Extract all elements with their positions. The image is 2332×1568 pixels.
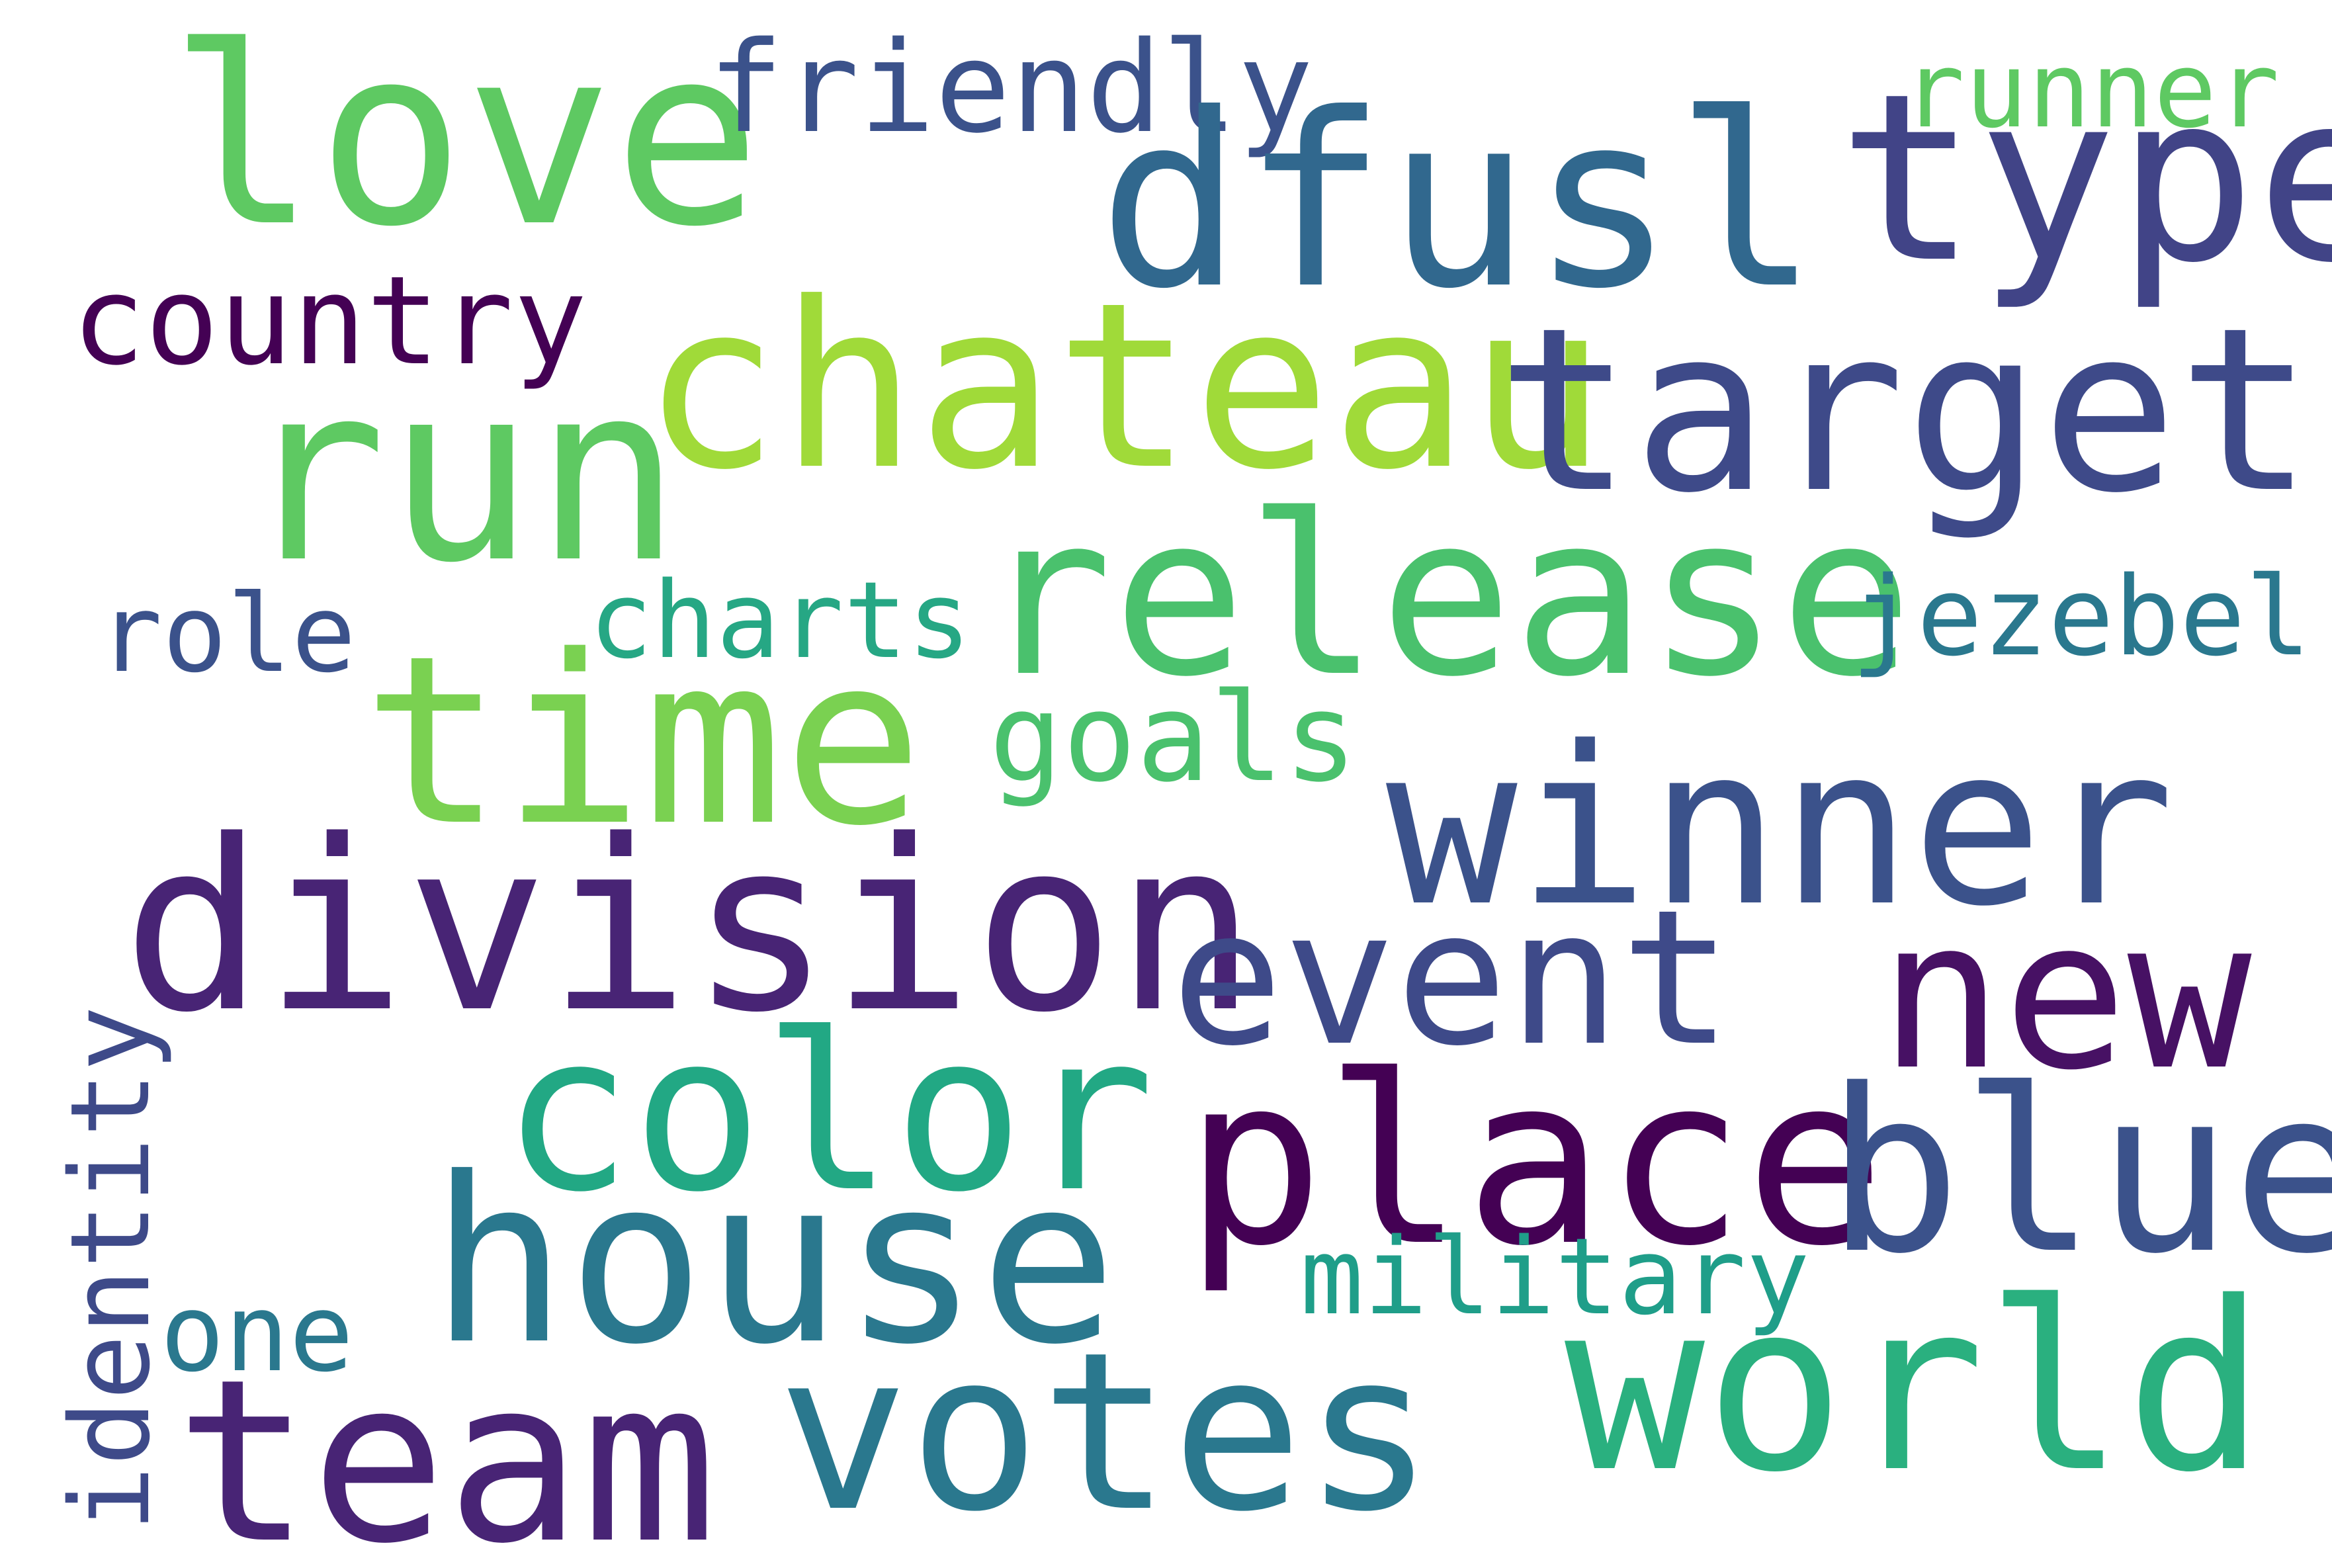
word-color: color bbox=[501, 988, 1155, 1240]
word-place: place bbox=[1184, 1026, 1885, 1297]
word-team: team bbox=[175, 1331, 717, 1568]
word-dfusl: dfusl bbox=[1098, 63, 1819, 341]
word-runner: runner bbox=[1902, 30, 2280, 152]
word-house: house bbox=[430, 1129, 1117, 1395]
word-friendly: friendly bbox=[708, 15, 1314, 161]
word-goals: goals bbox=[989, 666, 1358, 809]
word-target: target bbox=[1496, 279, 2314, 543]
word-one: one bbox=[160, 1272, 354, 1396]
word-time: time bbox=[363, 606, 924, 877]
word-votes: votes bbox=[777, 1305, 1435, 1559]
word-role: role bbox=[98, 572, 357, 697]
word-love: love bbox=[169, 0, 761, 281]
word-charts: charts bbox=[589, 558, 971, 682]
word-new: new bbox=[1879, 875, 2252, 1115]
word-event: event bbox=[1171, 869, 1733, 1087]
word-release: release bbox=[979, 468, 1913, 726]
word-division: division bbox=[122, 790, 1257, 1064]
word-winner: winner bbox=[1386, 700, 2175, 954]
word-military: military bbox=[1300, 1215, 1810, 1338]
word-country: country bbox=[71, 249, 587, 392]
word-type: type bbox=[1838, 44, 2332, 314]
word-chateau: chateau bbox=[642, 253, 1607, 520]
word-jezebel: jezebel bbox=[1851, 553, 2311, 680]
word-identity[interactable]: identity bbox=[47, 1006, 174, 1532]
word-run: run bbox=[239, 332, 682, 617]
word-blue: blue bbox=[1826, 1041, 2332, 1303]
word-world: world bbox=[1565, 1252, 2266, 1524]
